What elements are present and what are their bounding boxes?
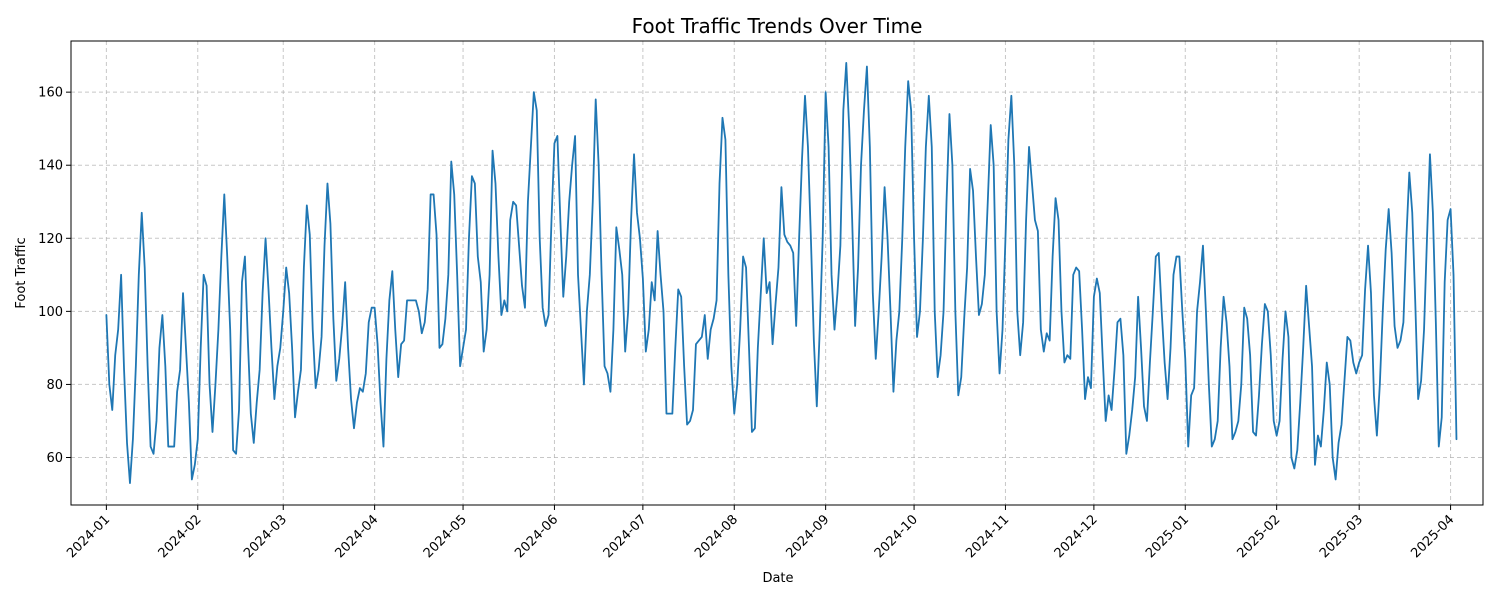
y-tick-label: 120 xyxy=(38,232,63,247)
y-tick-label: 140 xyxy=(38,159,63,174)
x-tick-label: 2024-09 xyxy=(783,512,832,561)
x-axis-ticks: 2024-01 2024-02 2024-03 2024-04 2024-05 2024-… xyxy=(64,505,1457,561)
series-layer xyxy=(105,62,1458,484)
x-tick-label: 2025-02 xyxy=(1234,512,1283,561)
series-line-foot-traffic xyxy=(105,62,1458,484)
x-tick-label: 2025-03 xyxy=(1317,512,1366,561)
y-axis-label: Foot Traffic xyxy=(14,237,29,308)
x-tick-label: 2024-03 xyxy=(241,512,290,561)
x-tick-label: 2024-05 xyxy=(421,512,470,561)
x-axis-label: Date xyxy=(762,571,793,586)
y-tick-label: 80 xyxy=(46,378,63,393)
x-tick-label: 2024-04 xyxy=(332,512,381,561)
x-tick-label: 2025-04 xyxy=(1408,512,1457,561)
y-tick-label: 60 xyxy=(46,451,63,466)
x-tick-label: 2024-11 xyxy=(963,512,1012,561)
grid-layer xyxy=(71,41,1483,505)
x-tick-label: 2024-12 xyxy=(1052,512,1101,561)
chart-title: Foot Traffic Trends Over Time xyxy=(632,14,923,38)
y-tick-label: 160 xyxy=(38,86,63,101)
y-tick-label: 100 xyxy=(38,305,63,320)
plot-frame xyxy=(70,40,1484,506)
x-tick-label: 2024-01 xyxy=(64,512,113,561)
x-tick-label: 2024-08 xyxy=(692,512,741,561)
y-axis-ticks: 60 80 100 120 140 160 xyxy=(38,86,71,466)
x-tick-label: 2024-10 xyxy=(872,512,921,561)
x-tick-label: 2024-02 xyxy=(156,512,205,561)
x-tick-label: 2024-07 xyxy=(601,512,650,561)
x-tick-label: 2024-06 xyxy=(512,512,561,561)
x-tick-label: 2025-01 xyxy=(1143,512,1192,561)
